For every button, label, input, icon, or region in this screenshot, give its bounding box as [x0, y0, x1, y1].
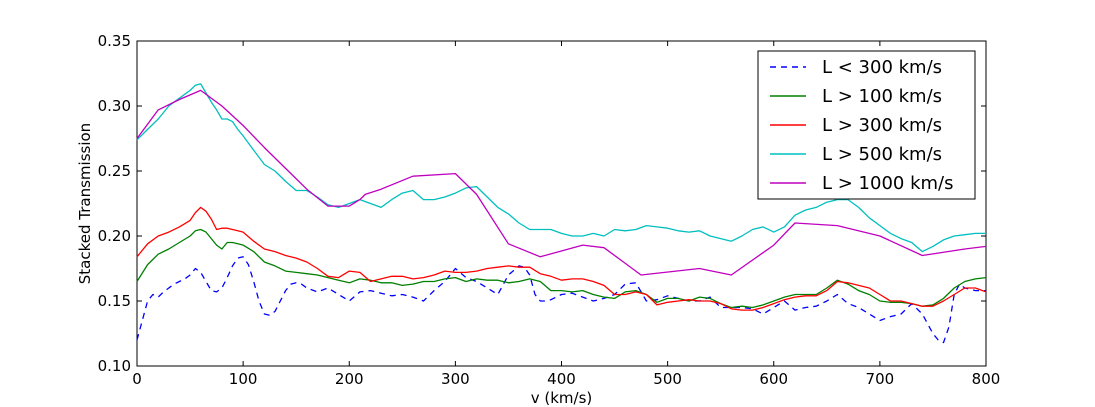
x-axis-label: v (km/s)	[531, 389, 593, 407]
x-tick-label: 800	[972, 370, 1001, 388]
y-tick-label: 0.10	[98, 357, 131, 375]
x-tick-label: 300	[441, 370, 470, 388]
y-axis-label: Stacked Transmission	[76, 123, 94, 284]
legend-label: L > 100 km/s	[822, 86, 942, 107]
legend-label: L > 1000 km/s	[822, 173, 953, 194]
x-tick-label: 700	[866, 370, 895, 388]
series-layer	[136, 83, 987, 344]
x-tick-label: 200	[335, 370, 364, 388]
series-line	[136, 256, 986, 344]
tick-layer: 0 100 200 300 400 500 600 700 800 0.10 0.15 0.20 0.2…	[98, 32, 1001, 388]
legend-label: L < 300 km/s	[822, 57, 942, 78]
x-tick-label: 0	[132, 370, 142, 388]
legend: L < 300 km/s L > 100 km/s L > 300 km/s L > …	[757, 50, 976, 200]
y-tick-label: 0.30	[98, 97, 131, 115]
series-line	[136, 206, 987, 311]
x-tick-label: 600	[759, 370, 788, 388]
series-line	[136, 83, 986, 253]
y-tick-label: 0.20	[98, 227, 131, 245]
series-line	[136, 89, 987, 276]
y-tick-label: 0.25	[98, 162, 131, 180]
series-line	[136, 228, 987, 309]
x-tick-label: 100	[229, 370, 258, 388]
x-tick-label: 400	[547, 370, 576, 388]
x-tick-label: 500	[653, 370, 682, 388]
y-tick-label: 0.15	[98, 292, 131, 310]
legend-label: L > 500 km/s	[822, 144, 942, 165]
legend-label: L > 300 km/s	[822, 115, 942, 136]
y-tick-label: 0.35	[98, 32, 131, 50]
